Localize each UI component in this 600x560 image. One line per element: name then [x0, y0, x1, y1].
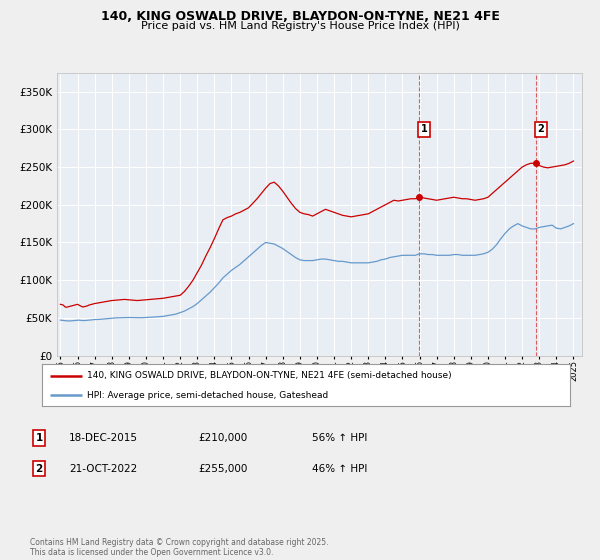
Text: £255,000: £255,000 [198, 464, 247, 474]
Text: £210,000: £210,000 [198, 433, 247, 443]
Text: 46% ↑ HPI: 46% ↑ HPI [312, 464, 367, 474]
Text: Contains HM Land Registry data © Crown copyright and database right 2025.
This d: Contains HM Land Registry data © Crown c… [30, 538, 329, 557]
Text: 140, KING OSWALD DRIVE, BLAYDON-ON-TYNE, NE21 4FE (semi-detached house): 140, KING OSWALD DRIVE, BLAYDON-ON-TYNE,… [87, 371, 452, 380]
Text: 2: 2 [35, 464, 43, 474]
Text: HPI: Average price, semi-detached house, Gateshead: HPI: Average price, semi-detached house,… [87, 390, 328, 400]
Text: 1: 1 [421, 124, 428, 134]
Text: 56% ↑ HPI: 56% ↑ HPI [312, 433, 367, 443]
Text: 140, KING OSWALD DRIVE, BLAYDON-ON-TYNE, NE21 4FE: 140, KING OSWALD DRIVE, BLAYDON-ON-TYNE,… [101, 10, 499, 23]
Text: 21-OCT-2022: 21-OCT-2022 [69, 464, 137, 474]
Text: 1: 1 [35, 433, 43, 443]
Text: 2: 2 [538, 124, 544, 134]
Text: 18-DEC-2015: 18-DEC-2015 [69, 433, 138, 443]
Text: Price paid vs. HM Land Registry's House Price Index (HPI): Price paid vs. HM Land Registry's House … [140, 21, 460, 31]
